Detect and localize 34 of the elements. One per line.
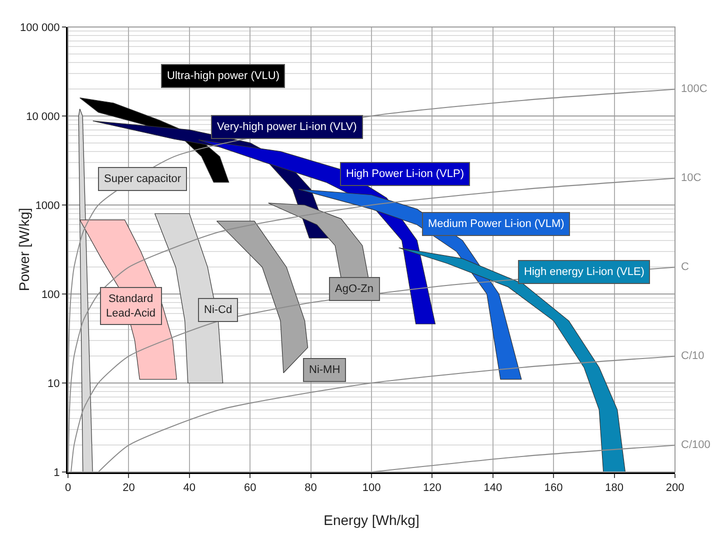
x-tick-label: 180 <box>605 482 624 494</box>
x-tick-label: 140 <box>484 482 502 494</box>
x-tick-label: 40 <box>183 482 196 494</box>
x-tick-label: 120 <box>423 482 442 494</box>
series-label: AgO-Zn <box>335 283 374 295</box>
series-label: Super capacitor <box>104 173 182 185</box>
series-label: Ni-Cd <box>204 304 232 316</box>
y-tick-label: 100 000 <box>20 22 60 34</box>
series-label: Standard Lead-Acid <box>106 293 156 320</box>
series-label: High energy Li-ion (VLE) <box>524 266 644 278</box>
series-label: C <box>681 261 689 273</box>
series-label: 10C <box>681 172 702 184</box>
y-tick-label: 100 <box>41 288 60 301</box>
series-label: Medium Power Li-ion (VLM) <box>428 218 564 230</box>
x-tick-label: 160 <box>544 482 563 494</box>
x-tick-label: 0 <box>64 482 72 494</box>
x-tick-label: 200 <box>666 482 684 494</box>
y-tick-label: 10 <box>48 378 60 390</box>
text: Ultra-high power (VLU) <box>167 70 280 82</box>
series-label: High Power Li-ion (VLP) <box>346 168 464 180</box>
y-tick-label: 1 <box>54 466 60 479</box>
series-label: Ni-MH <box>309 364 340 376</box>
x-tick-label: 60 <box>244 482 256 494</box>
x-tick-label: 20 <box>122 482 135 494</box>
x-tick-label: 100 <box>362 482 381 494</box>
series-label: Very-high power Li-ion (VLV) <box>217 121 357 133</box>
y-tick-label: 10 000 <box>26 110 60 123</box>
series-label: C/100 <box>681 439 710 451</box>
series-label: 100C <box>681 83 708 95</box>
x-tick-label: 80 <box>304 482 317 494</box>
y-axis-title: Power [W/kg] <box>16 208 32 292</box>
series-label: C/10 <box>681 350 704 362</box>
y-tick-label: 1000 <box>35 200 60 212</box>
x-axis-title: Energy [Wh/kg] <box>324 512 420 528</box>
